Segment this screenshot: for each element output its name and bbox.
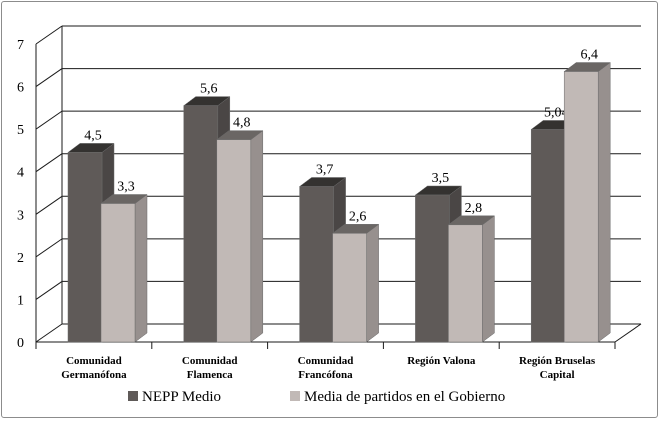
bar bbox=[216, 130, 264, 343]
data-label: 2,6 bbox=[349, 209, 367, 224]
x-tick-label: Flamenca bbox=[187, 369, 233, 381]
bar-front bbox=[448, 224, 483, 343]
bar bbox=[563, 62, 611, 343]
data-label: 6,4 bbox=[580, 48, 598, 63]
grid-diagonal bbox=[35, 110, 63, 130]
grid-diagonal bbox=[35, 281, 63, 300]
grid-diagonal bbox=[35, 323, 63, 343]
grid-diagonal bbox=[35, 68, 63, 87]
bar-front bbox=[415, 194, 450, 343]
bar-front bbox=[530, 129, 566, 343]
x-tick-label: Francófona bbox=[298, 369, 353, 381]
bar-front bbox=[332, 233, 367, 343]
data-label: 4,5 bbox=[84, 128, 102, 143]
data-label: 5,04 bbox=[544, 105, 569, 120]
y-tick-label: 4 bbox=[17, 166, 24, 181]
y-tick-label: 1 bbox=[17, 293, 24, 308]
legend-swatch bbox=[290, 391, 300, 401]
x-tick-label: Germanófona bbox=[61, 369, 127, 381]
y-tick-label: 5 bbox=[17, 123, 24, 138]
grid-diagonal bbox=[35, 153, 63, 173]
bar bbox=[447, 215, 496, 343]
y-tick-label: 7 bbox=[17, 38, 24, 53]
y-tick-label: 6 bbox=[17, 81, 24, 96]
data-label: 3,7 bbox=[316, 162, 334, 177]
bar-front bbox=[67, 152, 103, 343]
bar-front bbox=[299, 186, 334, 343]
bar-side bbox=[482, 215, 495, 343]
grid-diagonal bbox=[35, 25, 63, 45]
x-tick-label: Comunidad bbox=[298, 355, 354, 367]
x-tick-label: Comunidad bbox=[66, 355, 122, 367]
legend-swatch bbox=[128, 391, 138, 401]
bar-front bbox=[183, 105, 219, 343]
bar-side bbox=[134, 194, 148, 343]
grid-diagonal bbox=[35, 195, 63, 215]
bar-front bbox=[563, 71, 599, 343]
bar-front bbox=[100, 203, 136, 343]
bar-front bbox=[216, 139, 252, 343]
bar-side bbox=[250, 130, 264, 343]
x-tick-label: Comunidad bbox=[182, 355, 238, 367]
bar bbox=[331, 223, 380, 343]
bar-side bbox=[597, 62, 611, 343]
grid-diagonal bbox=[35, 238, 63, 258]
data-label: 2,8 bbox=[465, 201, 483, 216]
bar-side bbox=[366, 223, 379, 343]
y-tick-label: 3 bbox=[17, 208, 24, 223]
data-label: 4,8 bbox=[233, 116, 251, 131]
bar bbox=[100, 194, 148, 343]
legend-label: Media de partidos en el Gobierno bbox=[304, 389, 505, 405]
data-label: 5,6 bbox=[200, 82, 218, 97]
x-tick-label: Región Bruselas bbox=[519, 355, 596, 367]
data-label: 3,3 bbox=[117, 180, 135, 195]
x-tick-label: Región Valona bbox=[407, 355, 476, 367]
floor-right-edge bbox=[614, 323, 642, 343]
x-tick-label: Capital bbox=[540, 369, 575, 381]
data-label: 3,5 bbox=[432, 171, 450, 186]
y-tick-label: 0 bbox=[17, 336, 24, 351]
legend-label: NEPP Medio bbox=[142, 389, 221, 405]
y-tick-label: 2 bbox=[17, 251, 24, 266]
